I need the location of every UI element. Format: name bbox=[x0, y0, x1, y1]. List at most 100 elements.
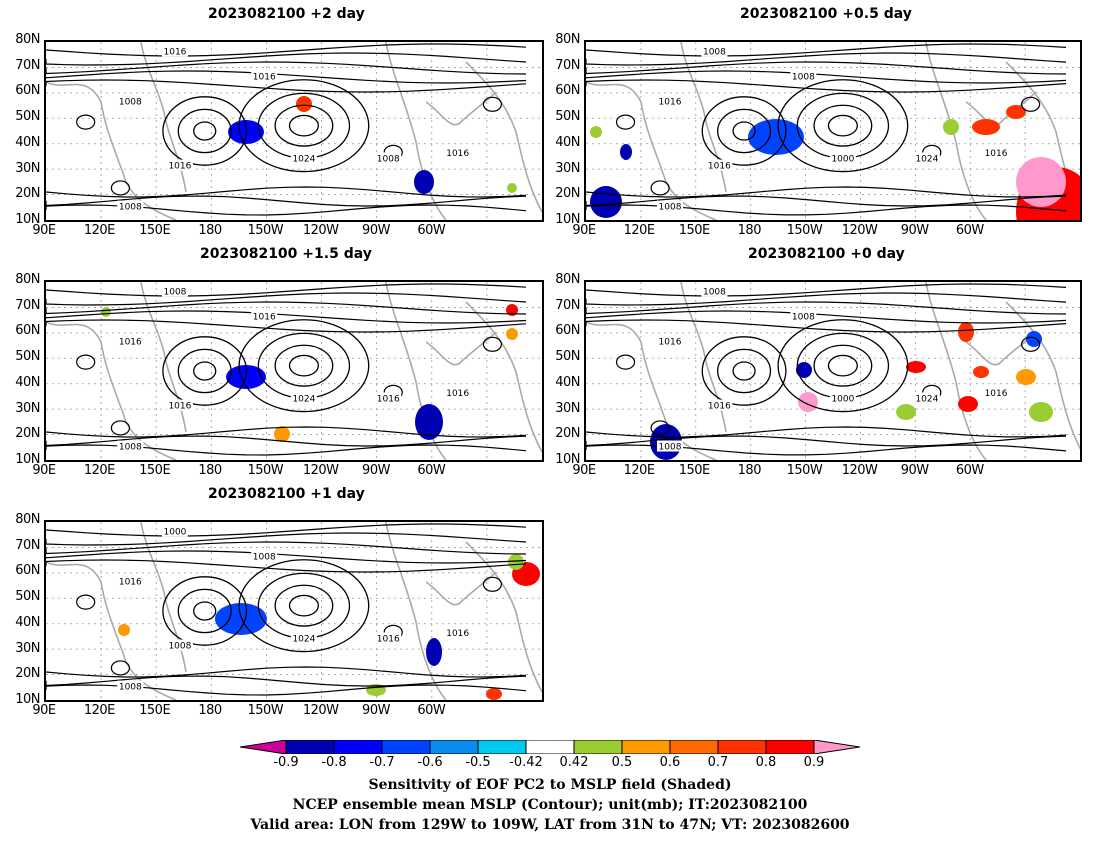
isobar-contour bbox=[46, 186, 527, 198]
lat-tick-label: 70N bbox=[555, 57, 580, 73]
sensitivity-shading bbox=[508, 554, 524, 570]
sensitivity-shading bbox=[415, 404, 443, 440]
contour-label-bg bbox=[161, 285, 188, 297]
isobar-contour bbox=[586, 435, 1067, 447]
sensitivity-shading bbox=[1016, 369, 1036, 385]
isobar-contour bbox=[193, 361, 217, 381]
panel-title: 2023082100 +0.5 day bbox=[740, 6, 912, 22]
lat-tick-label: 40N bbox=[555, 134, 580, 150]
contour-value-label: 1000 bbox=[831, 394, 854, 404]
contour-label-bg bbox=[701, 285, 728, 297]
contour-label-bg bbox=[117, 95, 144, 107]
contour-label-bg bbox=[251, 70, 278, 82]
coastline bbox=[586, 81, 717, 220]
contour-label-bg bbox=[829, 152, 856, 164]
isobar-contour bbox=[46, 319, 527, 333]
isobar-contour bbox=[777, 79, 909, 173]
isobar-contour bbox=[110, 180, 131, 196]
contour-value-label: 1016 bbox=[119, 578, 142, 588]
isobar-contour bbox=[46, 204, 527, 216]
lon-tick-label: 150W bbox=[786, 223, 823, 238]
lon-tick-label: 120E bbox=[83, 223, 116, 238]
colorbar-swatch bbox=[717, 740, 767, 754]
isobar-contour bbox=[482, 336, 502, 352]
isobar-contour bbox=[777, 319, 909, 413]
colorbar-tick-label: 0.7 bbox=[707, 755, 729, 770]
contour-label-bg bbox=[251, 550, 278, 562]
sensitivity-shading bbox=[215, 603, 267, 635]
contour-label-bg bbox=[290, 392, 317, 404]
sensitivity-shading bbox=[274, 426, 290, 442]
contour-value-label: 1008 bbox=[792, 313, 815, 323]
isobar-contour bbox=[46, 435, 527, 447]
isobar-contour bbox=[274, 104, 334, 147]
colorbar-tick-label: -0.5 bbox=[465, 755, 491, 770]
lon-tick-label: 90E bbox=[32, 703, 56, 718]
isobar-contour bbox=[1021, 96, 1041, 112]
contour-value-label: 1008 bbox=[168, 642, 191, 652]
lon-tick-label: 150W bbox=[247, 703, 284, 718]
coastline bbox=[465, 301, 542, 453]
sensitivity-shading bbox=[796, 362, 812, 378]
contour-value-label: 1008 bbox=[659, 443, 682, 453]
lon-tick-label: 150E bbox=[678, 223, 711, 238]
lon-tick-label: 90E bbox=[32, 223, 56, 238]
contour-label-bg bbox=[701, 45, 728, 57]
isobar-contour bbox=[257, 332, 351, 399]
isobar-contour bbox=[46, 79, 527, 93]
isobar-contour bbox=[586, 186, 1067, 198]
isobar-contour bbox=[177, 588, 232, 634]
isobar-contour bbox=[76, 354, 96, 370]
isobar-contour bbox=[615, 114, 636, 130]
contour-value-label: 1008 bbox=[253, 553, 276, 563]
contour-value-label: 1016 bbox=[446, 389, 469, 399]
sensitivity-shading bbox=[486, 688, 502, 700]
lon-tick-label: 90W bbox=[900, 223, 929, 238]
contour-label-bg bbox=[983, 387, 1010, 399]
isobar-contour bbox=[796, 92, 890, 159]
lat-tick-label: 50N bbox=[15, 109, 40, 125]
isobar-contour bbox=[162, 576, 248, 646]
colorbar-swatch bbox=[333, 740, 383, 754]
lat-tick-label: 60N bbox=[555, 83, 580, 99]
map-frame: 1008 1000 1016 1008 1024 1016 1016 1008 bbox=[44, 520, 544, 702]
lon-tick-label: 180 bbox=[198, 463, 222, 478]
contour-value-label: 1024 bbox=[915, 154, 938, 164]
coastline bbox=[385, 282, 447, 460]
lat-tick-label: 20N bbox=[555, 186, 580, 202]
contour-label-bg bbox=[706, 399, 733, 411]
lat-tick-label: 50N bbox=[15, 349, 40, 365]
map-frame: 1008 1008 1016 1016 1000 1024 1016 1008 bbox=[584, 280, 1082, 462]
caption-line-1: Sensitivity of EOF PC2 to MSLP field (Sh… bbox=[368, 777, 732, 793]
isobar-contour bbox=[586, 52, 1067, 66]
isobar-contour bbox=[586, 444, 1067, 456]
contour-value-label: 1016 bbox=[377, 634, 400, 644]
colorbar-tick-label: 0.6 bbox=[659, 755, 681, 770]
sensitivity-shading bbox=[1029, 402, 1053, 422]
caption-line-2: NCEP ensemble mean MSLP (Contour); unit(… bbox=[292, 797, 808, 813]
contour-value-label: 1024 bbox=[915, 394, 938, 404]
lat-tick-label: 60N bbox=[15, 83, 40, 99]
lon-tick-label: 150W bbox=[247, 223, 284, 238]
sensitivity-shading bbox=[906, 361, 926, 373]
panel-title: 2023082100 +2 day bbox=[208, 6, 365, 22]
lat-tick-label: 10N bbox=[15, 212, 40, 227]
coastline bbox=[425, 571, 497, 606]
contour-label-bg bbox=[290, 632, 317, 644]
contour-label-bg bbox=[444, 627, 471, 639]
contour-label-bg bbox=[656, 95, 683, 107]
isobar-contour bbox=[46, 559, 527, 573]
isobar-contour bbox=[46, 292, 527, 306]
contour-value-label: 1016 bbox=[708, 402, 731, 412]
coastline bbox=[385, 42, 447, 220]
isobar-contour bbox=[586, 292, 1067, 306]
isobar-contour bbox=[110, 420, 131, 436]
isobar-contour bbox=[46, 541, 527, 555]
isobar-contour bbox=[238, 79, 370, 173]
contour-label-bg bbox=[166, 399, 193, 411]
lon-tick-label: 60W bbox=[955, 223, 984, 238]
lon-tick-label: 150W bbox=[786, 463, 823, 478]
lon-tick-label: 120E bbox=[623, 463, 656, 478]
lon-tick-label: 180 bbox=[737, 223, 762, 238]
sensitivity-shading bbox=[506, 304, 518, 316]
